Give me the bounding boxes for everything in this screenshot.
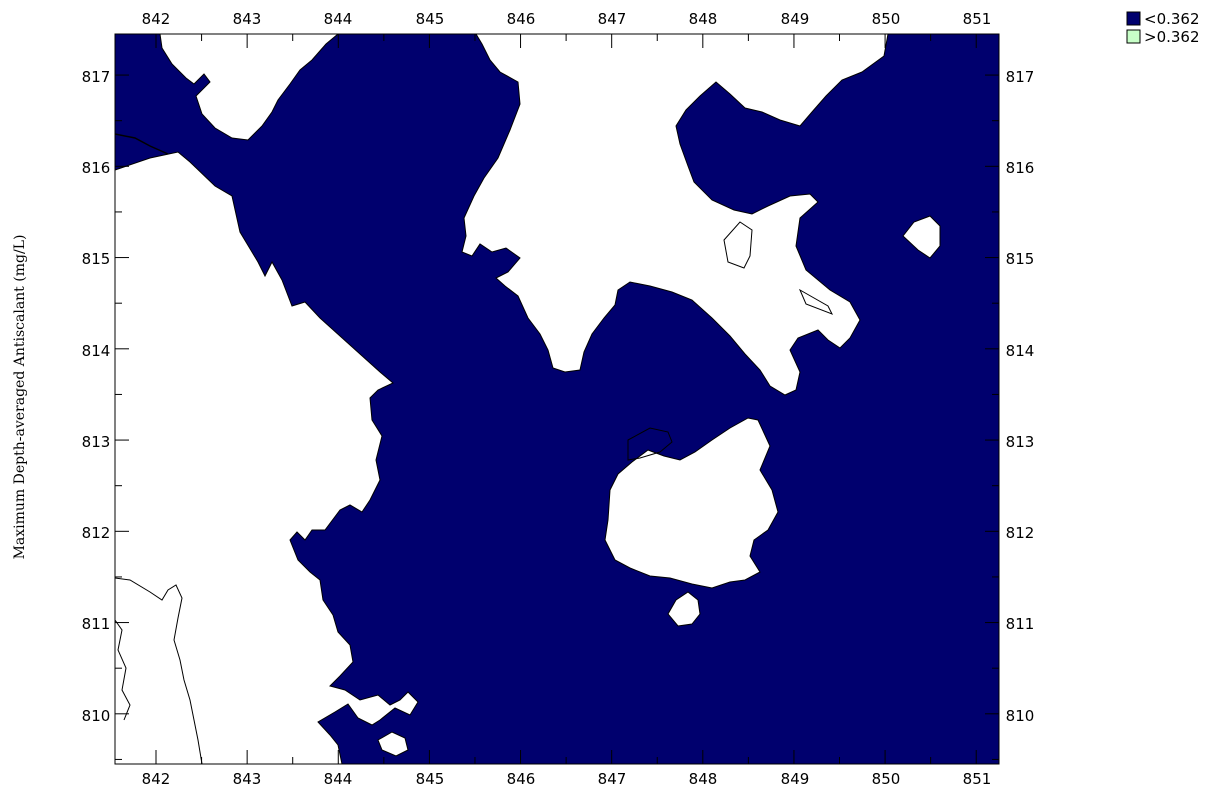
- legend-swatch-below: [1126, 11, 1141, 26]
- x-tick-label: 842: [142, 10, 171, 28]
- y-tick-label: 811: [82, 615, 111, 633]
- y-tick-label: 814: [82, 342, 111, 360]
- y-tick-label: 815: [82, 250, 111, 268]
- x-tick-label: 843: [233, 10, 262, 28]
- y-axis-labels-right: 817 816 815 814 813 812 811 810: [1006, 68, 1035, 725]
- y-tick-label: 813: [82, 433, 111, 451]
- x-tick-label: 849: [781, 770, 810, 788]
- y-axis-title: Maximum Depth-averaged Antiscalant (mg/L…: [12, 235, 28, 560]
- y-tick-label: 816: [1006, 159, 1035, 177]
- island-south-small: [667, 591, 701, 627]
- x-tick-label: 851: [963, 10, 992, 28]
- x-tick-label: 845: [416, 770, 445, 788]
- x-tick-label: 849: [781, 10, 810, 28]
- y-tick-label: 815: [1006, 250, 1035, 268]
- y-tick-label: 816: [82, 159, 111, 177]
- x-tick-label: 843: [233, 770, 262, 788]
- land-west: [115, 151, 419, 764]
- legend-swatch-above: [1126, 29, 1141, 44]
- y-tick-label: 814: [1006, 342, 1035, 360]
- y-tick-label: 811: [1006, 615, 1035, 633]
- x-tick-label: 847: [598, 770, 627, 788]
- land-boundary-lines: [115, 577, 203, 764]
- x-tick-label: 842: [142, 770, 171, 788]
- x-tick-label: 851: [963, 770, 992, 788]
- y-tick-label: 817: [1006, 68, 1035, 86]
- legend-label-above: >0.362: [1144, 28, 1200, 46]
- land-boundary-lines-2: [115, 619, 131, 721]
- legend-label-below: <0.362: [1144, 10, 1200, 28]
- y-tick-label: 817: [82, 68, 111, 86]
- x-tick-label: 850: [872, 10, 901, 28]
- land-layer: [115, 34, 941, 764]
- y-tick-label: 810: [1006, 707, 1035, 725]
- land-north-central: [461, 34, 889, 396]
- y-tick-label: 812: [82, 524, 111, 542]
- island-southwest-small: [377, 731, 409, 757]
- y-tick-label: 812: [1006, 524, 1035, 542]
- y-tick-label: 813: [1006, 433, 1035, 451]
- x-axis-labels-top: 842 843 844 845 846 847 848 849 850 851: [142, 10, 992, 28]
- y-axis-labels-left: 817 816 815 814 813 812 811 810: [82, 68, 111, 725]
- x-tick-label: 845: [416, 10, 445, 28]
- island-central: [604, 417, 779, 589]
- x-tick-label: 844: [324, 770, 353, 788]
- small-reef-outline: [627, 427, 673, 461]
- x-tick-label: 846: [507, 10, 536, 28]
- x-axis-labels-bottom: 842 843 844 845 846 847 848 849 850 851: [142, 770, 992, 788]
- x-tick-label: 848: [689, 770, 718, 788]
- x-tick-label: 846: [507, 770, 536, 788]
- legend: <0.362 >0.362: [1126, 10, 1200, 46]
- island-east-small: [902, 215, 941, 259]
- breakwater: [798, 288, 834, 315]
- x-tick-label: 847: [598, 10, 627, 28]
- x-tick-label: 848: [689, 10, 718, 28]
- island-bay: [723, 221, 753, 269]
- axis-ticks: [115, 34, 999, 764]
- x-tick-label: 844: [324, 10, 353, 28]
- y-tick-label: 810: [82, 707, 111, 725]
- land-northwest: [159, 34, 339, 141]
- x-tick-label: 850: [872, 770, 901, 788]
- map-frame: [114, 33, 1000, 765]
- land-boundary-lines-3: [115, 133, 169, 155]
